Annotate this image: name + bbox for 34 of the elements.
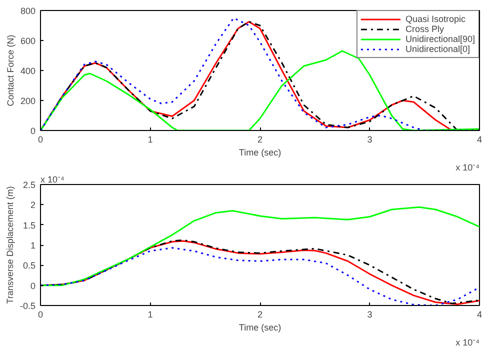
line-series xyxy=(40,206,480,286)
x-axis-title: Time (sec) xyxy=(238,148,282,158)
x-tick-label: 4 xyxy=(476,310,482,320)
annotation: x 10⁻⁴ xyxy=(40,174,65,184)
x-tick-label: 2 xyxy=(257,134,263,144)
x-tick-label: 0 xyxy=(38,134,44,144)
y-tick-label: 1 xyxy=(30,240,36,250)
x-tick-label: 4 xyxy=(476,134,482,144)
legend-label: Unidirectional[90] xyxy=(405,34,475,44)
legend-label: Quasi Isotropic xyxy=(405,14,466,24)
x-tick-label: 2 xyxy=(257,310,263,320)
text: x 10⁻⁴ xyxy=(456,162,480,172)
y-tick-label: 400 xyxy=(20,66,36,76)
y-axis-title: Contact Force (N) xyxy=(5,34,16,106)
text: x 10⁻⁴ xyxy=(456,338,480,347)
y-axis-title: Transverse Displacement (m) xyxy=(4,186,15,304)
x-tick-label: 3 xyxy=(367,310,372,320)
y-tick-label: 800 xyxy=(20,6,36,16)
y-tick-label: 0 xyxy=(30,280,36,291)
y-tick-label: 0.5 xyxy=(22,260,36,271)
y-tick-label: 600 xyxy=(20,36,36,46)
y-tick-label: 2.5 xyxy=(22,180,36,190)
x-tick-label: 1 xyxy=(148,134,153,144)
y-tick-label: 0 xyxy=(30,126,36,136)
y-tick-label: 200 xyxy=(20,96,36,106)
y-tick-label: 1.5 xyxy=(22,220,36,230)
x-tick-label: 3 xyxy=(367,134,372,144)
legend-label: Unidirectional[0] xyxy=(405,44,470,54)
legend-label: Cross Ply xyxy=(405,24,444,34)
x-axis-title: Time (sec) xyxy=(238,322,282,332)
y-tick-label: 2 xyxy=(30,200,36,210)
y-tick-label: -0.5 xyxy=(20,301,36,311)
x-tick-label: 1 xyxy=(148,310,153,320)
x-tick-label: 0 xyxy=(38,310,44,320)
